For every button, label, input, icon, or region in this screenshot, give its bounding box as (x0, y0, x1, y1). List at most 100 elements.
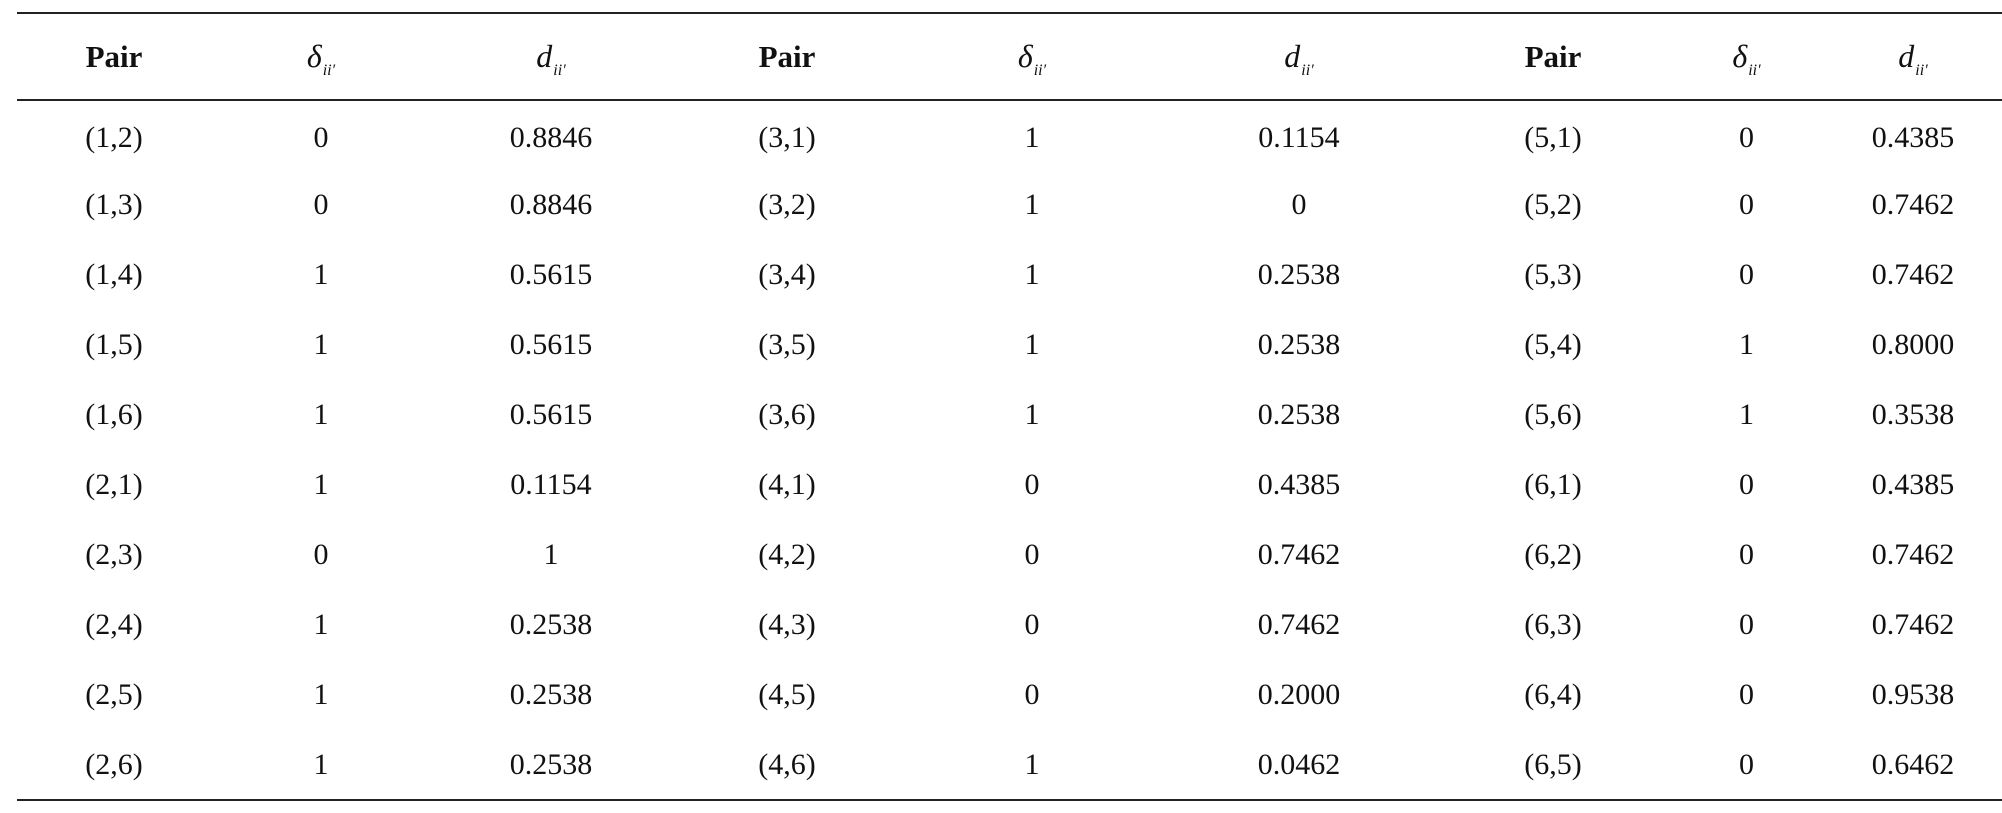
table-cell-delta: 1 (313, 468, 329, 501)
header-symbol: δ (1732, 38, 1748, 74)
header-symbol: d (536, 38, 553, 74)
table-cell-delta: 0 (1739, 747, 1754, 781)
table-cell-delta: 1 (1024, 188, 1040, 221)
table-header: Pair δii′ dii′ Pair δii′ dii′ Pair δii′ dii′ (17, 13, 2002, 100)
header-subscript: ii′ (1748, 62, 1761, 79)
table-cell-delta: 0 (1739, 468, 1754, 501)
table-cell-d: 0.7462 (1871, 258, 1955, 291)
table-cell-delta: 0 (1739, 258, 1754, 291)
table-cell-pair: (5,4) (1524, 328, 1582, 361)
table-cell-d: 0.2538 (1257, 258, 1341, 291)
header-subscript: ii′ (322, 62, 336, 79)
table-cell-d: 0.7462 (1871, 538, 1955, 571)
table-cell-d: 0.5615 (509, 398, 593, 431)
table-cell-delta: 1 (1739, 328, 1754, 361)
table-cell-d: 0.1154 (1258, 120, 1340, 154)
table-cell-pair: (5,2) (1524, 188, 1582, 221)
table-cell-pair: (3,5) (758, 328, 816, 361)
table-cell-pair: (1,5) (85, 328, 143, 361)
table-cell-pair: (4,6) (758, 747, 816, 781)
table-cell-d: 0.4385 (1871, 120, 1955, 154)
table-cell-delta: 1 (313, 678, 329, 711)
table-cell-delta: 0 (313, 188, 329, 221)
table-cell-delta: 0 (1739, 188, 1754, 221)
table-cell-d: 0.6462 (1871, 747, 1955, 781)
table-cell-pair: (3,2) (758, 188, 816, 221)
table-cell-d: 0.4385 (1871, 468, 1955, 501)
table-cell-pair: (2,6) (85, 747, 143, 781)
header-d-3: dii′ (1824, 13, 2002, 100)
table-cell-delta: 1 (313, 398, 329, 431)
header-pair-3: Pair (1524, 38, 1582, 74)
table-cell-d: 0.8846 (509, 120, 593, 154)
table-cell-delta: 0 (1739, 120, 1754, 154)
table-cell-pair: (2,4) (85, 608, 143, 641)
table-cell-pair: (2,1) (85, 468, 143, 501)
pair-table-container: Pair δii′ dii′ Pair δii′ dii′ Pair δii′ dii′ (1,… (17, 12, 2002, 801)
table-cell-d: 0.5615 (509, 328, 593, 361)
table-cell-delta: 1 (313, 258, 329, 291)
table-cell-pair: (6,5) (1524, 747, 1582, 781)
table-cell-delta: 1 (1024, 398, 1040, 431)
table-cell-d: 0.9538 (1871, 678, 1955, 711)
header-delta-1: δii′ (211, 13, 431, 100)
table-cell-pair: (1,2) (85, 120, 143, 154)
table-cell-pair: (3,4) (758, 258, 816, 291)
table-row: (2,4) 1 0.2538 (4,3) 0 0.7462 (6,3) 0 0.7462 (17, 590, 2002, 660)
table-cell-pair: (5,6) (1524, 398, 1582, 431)
table-cell-pair: (1,4) (85, 258, 143, 291)
table-cell-d: 0.2538 (1257, 328, 1341, 361)
table-cell-d: 0.8000 (1871, 328, 1955, 361)
table-cell-d: 0.3538 (1871, 398, 1955, 431)
table-row: (2,3) 0 1 (4,2) 0 0.7462 (6,2) 0 0.7462 (17, 520, 2002, 590)
table-cell-d: 0.7462 (1871, 608, 1955, 641)
table-cell-delta: 0 (1739, 538, 1754, 571)
table-cell-pair: (3,1) (758, 120, 816, 154)
table-cell-pair: (2,3) (85, 538, 143, 571)
table-cell-pair: (3,6) (758, 398, 816, 431)
table-cell-pair: (6,3) (1524, 608, 1582, 641)
table-row: (1,2) 0 0.8846 (3,1) 1 0.1154 (5,1) 0 0.4385 (17, 100, 2002, 170)
table-cell-pair: (6,1) (1524, 468, 1582, 501)
table-row: (1,6) 1 0.5615 (3,6) 1 0.2538 (5,6) 1 0.3538 (17, 380, 2002, 450)
pair-distance-table: Pair δii′ dii′ Pair δii′ dii′ Pair δii′ dii′ (1,… (17, 12, 2002, 801)
table-cell-delta: 0 (1739, 608, 1754, 641)
table-cell-delta: 1 (1024, 747, 1040, 781)
table-cell-d: 0.2538 (1257, 398, 1341, 431)
table-cell-d: 0.2000 (1257, 678, 1341, 711)
table-cell-d: 0.8846 (509, 188, 593, 221)
table-cell-d: 0.0462 (1257, 747, 1341, 781)
table-cell-d: 0.1154 (510, 468, 592, 501)
header-symbol: d (1898, 38, 1915, 74)
table-cell-d: 0.2538 (509, 608, 593, 641)
header-delta-2: δii′ (903, 13, 1161, 100)
header-d-1: dii′ (431, 13, 671, 100)
table-row: (1,3) 0 0.8846 (3,2) 1 0 (5,2) 0 0.7462 (17, 170, 2002, 240)
header-subscript: ii′ (553, 62, 566, 79)
table-cell-pair: (4,3) (758, 608, 816, 641)
table-cell-delta: 0 (313, 120, 329, 154)
table-cell-pair: (2,5) (85, 678, 143, 711)
table-cell-pair: (6,4) (1524, 678, 1582, 711)
table-cell-d: 0.4385 (1257, 468, 1341, 501)
table-cell-pair: (4,2) (758, 538, 816, 571)
header-symbol: d (1284, 38, 1301, 74)
table-cell-delta: 1 (1739, 398, 1754, 431)
header-symbol: δ (1017, 38, 1033, 74)
table-cell-pair: (5,3) (1524, 258, 1582, 291)
header-symbol: δ (306, 38, 322, 74)
table-cell-d: 1 (543, 538, 559, 571)
table-cell-d: 0 (1291, 188, 1307, 221)
table-cell-d: 0.5615 (509, 258, 593, 291)
header-subscript: ii′ (1915, 62, 1928, 79)
table-row: (2,1) 1 0.1154 (4,1) 0 0.4385 (6,1) 0 0.4385 (17, 450, 2002, 520)
table-cell-delta: 0 (1024, 468, 1040, 501)
table-cell-d: 0.7462 (1871, 188, 1955, 221)
header-subscript: ii′ (1301, 62, 1314, 79)
table-cell-pair: (4,1) (758, 468, 816, 501)
header-subscript: ii′ (1033, 62, 1047, 79)
table-row: (2,5) 1 0.2538 (4,5) 0 0.2000 (6,4) 0 0.9538 (17, 660, 2002, 730)
table-cell-delta: 1 (313, 328, 329, 361)
table-cell-d: 0.7462 (1257, 608, 1341, 641)
table-body: (1,2) 0 0.8846 (3,1) 1 0.1154 (5,1) 0 0.4385 (1,3… (17, 100, 2002, 800)
